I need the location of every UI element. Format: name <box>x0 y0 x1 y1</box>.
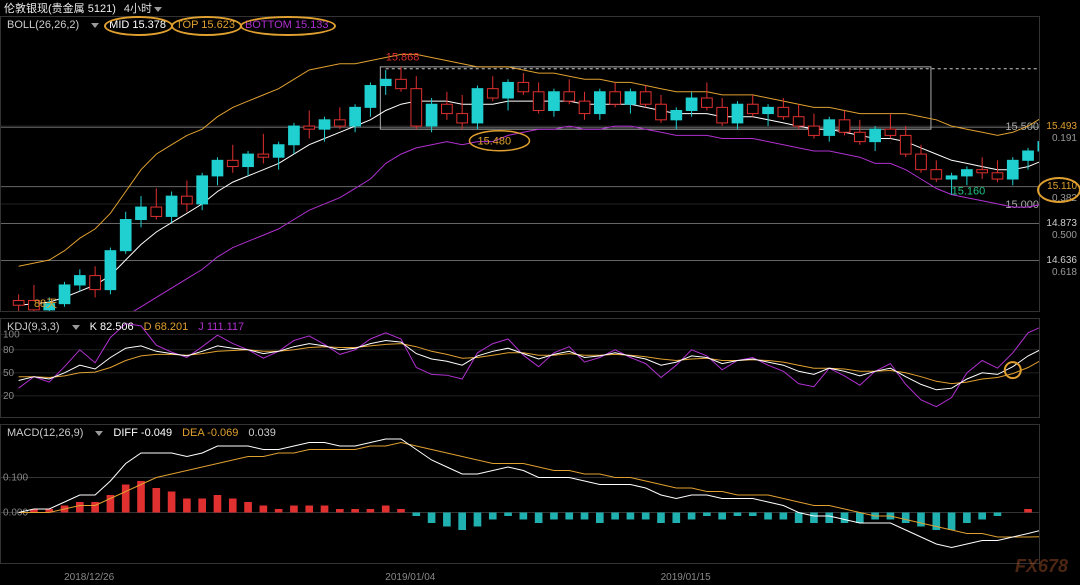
kdj-name: KDJ(9,3,3) <box>7 321 60 333</box>
chevron-down-icon[interactable] <box>95 431 103 436</box>
watermark: FX678 <box>1015 556 1068 577</box>
kdj-svg: 205080100 <box>1 319 1039 417</box>
kdj-k-value: K 82.506 <box>90 321 134 333</box>
fib-ratio-label: 0.618 <box>1050 267 1079 278</box>
kdj-d-value: D 68.201 <box>144 321 189 333</box>
macd-diff-value: DIFF -0.049 <box>113 427 172 439</box>
chart-header: 伦敦银现(贵金属 5121) 4小时 <box>0 0 1080 16</box>
fib-ratio-label: 0.500 <box>1050 230 1079 241</box>
macd-hist-value: 0.039 <box>248 427 276 439</box>
price-level-label: 14.636 <box>1044 255 1079 266</box>
highlight-oval <box>104 16 173 36</box>
svg-text:88天: 88天 <box>34 298 57 310</box>
svg-text:15.868: 15.868 <box>386 52 420 64</box>
svg-text:15.480: 15.480 <box>477 136 511 148</box>
chevron-down-icon <box>154 7 162 12</box>
highlight-oval <box>171 16 242 36</box>
svg-text:20: 20 <box>3 391 15 402</box>
kdj-j-value: J 111.117 <box>198 321 244 333</box>
macd-name: MACD(12,26,9) <box>7 427 83 439</box>
symbol-name[interactable]: 伦敦银现(贵金属 5121) <box>4 0 116 16</box>
highlight-oval <box>240 16 336 36</box>
timeframe-selector[interactable]: 4小时 <box>124 0 162 16</box>
macd-panel[interactable]: MACD(12,26,9) DIFF -0.049 DEA -0.069 0.0… <box>0 424 1040 564</box>
macd-svg: 0.0000.100 <box>1 425 1039 563</box>
xaxis-date: 2019/01/15 <box>661 572 711 583</box>
macd-dea-value: DEA -0.069 <box>182 427 238 439</box>
highlight-oval <box>1037 177 1080 203</box>
chevron-down-icon[interactable] <box>91 23 99 28</box>
chevron-down-icon[interactable] <box>72 325 80 330</box>
macd-indicator-label: MACD(12,26,9) DIFF -0.049 DEA -0.069 0.0… <box>7 427 276 439</box>
svg-text:15.000: 15.000 <box>1005 199 1039 211</box>
main-chart-panel[interactable]: BOLL(26,26,2) MID 15.378 TOP 15.623 BOTT… <box>0 16 1040 312</box>
xaxis-date: 2018/12/26 <box>64 572 114 583</box>
price-level-label: 14.873 <box>1044 218 1079 229</box>
kdj-indicator-label: KDJ(9,3,3) K 82.506 D 68.201 J 111.117 <box>7 321 244 333</box>
kdj-panel[interactable]: KDJ(9,3,3) K 82.506 D 68.201 J 111.117 2… <box>0 318 1040 418</box>
price-level-label: 15.493 <box>1044 121 1079 132</box>
svg-text:80: 80 <box>3 345 15 356</box>
boll-name: BOLL(26,26,2) <box>7 19 79 31</box>
svg-text:0.100: 0.100 <box>3 473 28 484</box>
main-chart-svg: 15.00015.50015.86815.48015.16088天 <box>1 17 1039 311</box>
svg-text:15.160: 15.160 <box>952 186 986 198</box>
fib-ratio-label: 0.191 <box>1050 133 1079 144</box>
svg-text:50: 50 <box>3 368 15 379</box>
xaxis-date: 2019/01/04 <box>385 572 435 583</box>
